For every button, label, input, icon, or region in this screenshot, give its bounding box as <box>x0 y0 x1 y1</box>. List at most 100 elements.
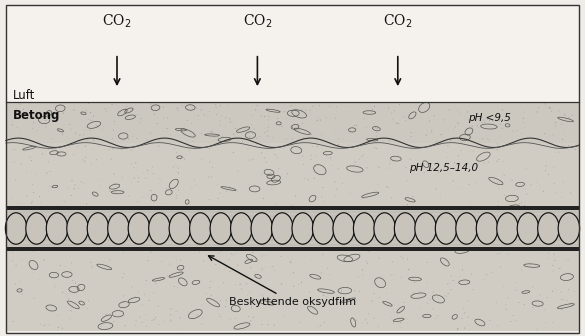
Point <box>556 206 566 211</box>
Point <box>511 318 521 323</box>
Point <box>557 122 566 127</box>
Point <box>521 186 530 192</box>
Point <box>47 241 57 246</box>
Point <box>387 111 397 116</box>
Point <box>48 136 57 141</box>
Point <box>25 154 34 160</box>
Point <box>205 285 215 290</box>
Point <box>151 281 160 286</box>
Point <box>495 122 505 127</box>
Point <box>434 170 443 175</box>
Point <box>220 232 229 237</box>
Point <box>434 217 443 222</box>
Point <box>110 214 119 220</box>
Point <box>8 243 17 248</box>
Point <box>231 126 240 131</box>
Point <box>528 284 538 290</box>
Point <box>445 107 454 112</box>
Point <box>473 249 483 255</box>
Point <box>422 132 431 138</box>
Point <box>387 259 397 264</box>
Point <box>464 281 474 287</box>
Point <box>69 108 78 113</box>
Point <box>263 133 273 139</box>
Point <box>163 273 173 279</box>
Point <box>99 259 108 264</box>
Point <box>287 103 296 109</box>
Point <box>409 171 418 177</box>
Point <box>247 304 256 310</box>
Point <box>510 231 519 236</box>
Point <box>251 258 260 263</box>
Point <box>8 122 17 127</box>
Point <box>264 125 273 130</box>
Point <box>446 273 456 279</box>
Point <box>70 224 80 229</box>
Point <box>263 117 273 123</box>
Text: pH 12,5–14,0: pH 12,5–14,0 <box>410 163 479 173</box>
Point <box>54 150 63 155</box>
Point <box>111 101 121 107</box>
Point <box>509 111 518 116</box>
Point <box>67 260 77 265</box>
Bar <box>6 210 579 247</box>
Point <box>121 106 130 111</box>
Point <box>87 240 96 245</box>
Point <box>58 132 67 137</box>
Point <box>557 289 566 295</box>
Point <box>520 216 529 221</box>
Point <box>364 139 373 144</box>
Point <box>508 129 518 134</box>
Point <box>465 208 474 214</box>
Point <box>408 123 417 128</box>
Point <box>292 122 302 127</box>
Point <box>504 251 513 257</box>
Point <box>216 103 225 109</box>
Point <box>416 106 425 111</box>
Point <box>246 122 256 128</box>
Point <box>446 138 455 143</box>
Point <box>267 287 276 293</box>
Point <box>29 190 38 195</box>
Point <box>195 210 204 215</box>
Point <box>119 300 128 305</box>
Point <box>565 115 574 120</box>
Point <box>170 218 179 223</box>
Point <box>479 117 488 123</box>
Point <box>32 145 41 150</box>
Point <box>12 106 21 111</box>
Point <box>479 241 488 247</box>
Point <box>218 194 228 199</box>
Point <box>393 224 402 230</box>
Point <box>208 248 217 253</box>
Point <box>60 221 70 226</box>
Point <box>370 145 379 150</box>
Point <box>425 119 434 124</box>
Point <box>312 301 322 306</box>
Point <box>116 222 125 228</box>
Point <box>66 316 75 321</box>
Point <box>171 169 181 174</box>
Point <box>529 221 539 227</box>
Point <box>330 130 339 136</box>
Point <box>176 257 185 263</box>
Point <box>171 163 181 168</box>
Ellipse shape <box>149 213 170 244</box>
Point <box>174 207 184 213</box>
Point <box>32 128 42 134</box>
Point <box>222 189 231 195</box>
Point <box>46 237 55 242</box>
Point <box>508 313 518 318</box>
Point <box>295 320 305 325</box>
Point <box>43 188 53 194</box>
Point <box>221 276 230 281</box>
Point <box>11 181 20 187</box>
Point <box>252 141 261 146</box>
Point <box>53 129 63 134</box>
Point <box>513 230 522 236</box>
Point <box>246 139 256 144</box>
Point <box>137 302 147 307</box>
Point <box>172 155 181 160</box>
Point <box>133 179 143 184</box>
Point <box>29 270 39 275</box>
